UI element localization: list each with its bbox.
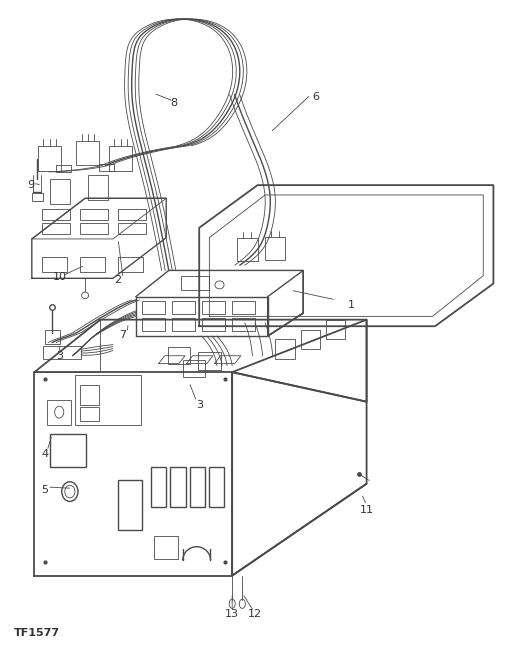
- Text: 12: 12: [247, 610, 262, 619]
- Bar: [151, 467, 166, 507]
- Text: 8: 8: [170, 98, 177, 108]
- Bar: [49, 434, 86, 467]
- Bar: [202, 318, 224, 331]
- Bar: [202, 301, 224, 314]
- Bar: [181, 275, 209, 290]
- Bar: [142, 301, 165, 314]
- Text: 9: 9: [27, 180, 34, 190]
- Bar: [109, 146, 131, 171]
- Bar: [300, 330, 319, 349]
- Bar: [42, 257, 67, 272]
- Bar: [75, 376, 140, 424]
- Text: 1: 1: [347, 300, 354, 310]
- Bar: [172, 301, 195, 314]
- Bar: [44, 330, 60, 344]
- Text: TF1577: TF1577: [14, 628, 60, 638]
- Text: 4: 4: [41, 449, 48, 459]
- Bar: [153, 536, 178, 559]
- Bar: [80, 407, 99, 421]
- Bar: [170, 467, 185, 507]
- Bar: [232, 301, 254, 314]
- Bar: [265, 237, 285, 260]
- Bar: [80, 223, 108, 235]
- Text: 6: 6: [312, 92, 319, 101]
- Text: 13: 13: [225, 610, 239, 619]
- Bar: [80, 257, 105, 272]
- Bar: [208, 467, 223, 507]
- Bar: [76, 140, 99, 165]
- Bar: [32, 193, 43, 201]
- Bar: [99, 164, 114, 171]
- Bar: [49, 179, 70, 204]
- Text: 5: 5: [41, 485, 48, 496]
- Text: 2: 2: [114, 275, 121, 285]
- Text: 11: 11: [359, 505, 373, 515]
- Bar: [232, 318, 254, 331]
- Text: 3: 3: [56, 351, 63, 360]
- Bar: [118, 480, 142, 530]
- Bar: [42, 223, 70, 235]
- Text: 3: 3: [195, 400, 202, 410]
- Bar: [325, 320, 345, 339]
- Bar: [275, 339, 294, 359]
- Bar: [198, 353, 220, 370]
- Bar: [80, 386, 99, 405]
- Text: 7: 7: [119, 330, 126, 340]
- Bar: [42, 209, 70, 220]
- Bar: [43, 346, 81, 359]
- Bar: [38, 146, 61, 171]
- Bar: [118, 223, 146, 235]
- Bar: [167, 347, 190, 364]
- Bar: [118, 209, 146, 220]
- Bar: [142, 318, 165, 331]
- Bar: [172, 318, 195, 331]
- Text: 10: 10: [52, 272, 67, 282]
- Bar: [189, 467, 205, 507]
- Bar: [47, 400, 71, 424]
- Bar: [237, 239, 257, 261]
- Bar: [183, 360, 205, 378]
- Bar: [80, 209, 108, 220]
- Bar: [118, 257, 143, 272]
- Bar: [88, 175, 108, 200]
- Bar: [56, 165, 71, 172]
